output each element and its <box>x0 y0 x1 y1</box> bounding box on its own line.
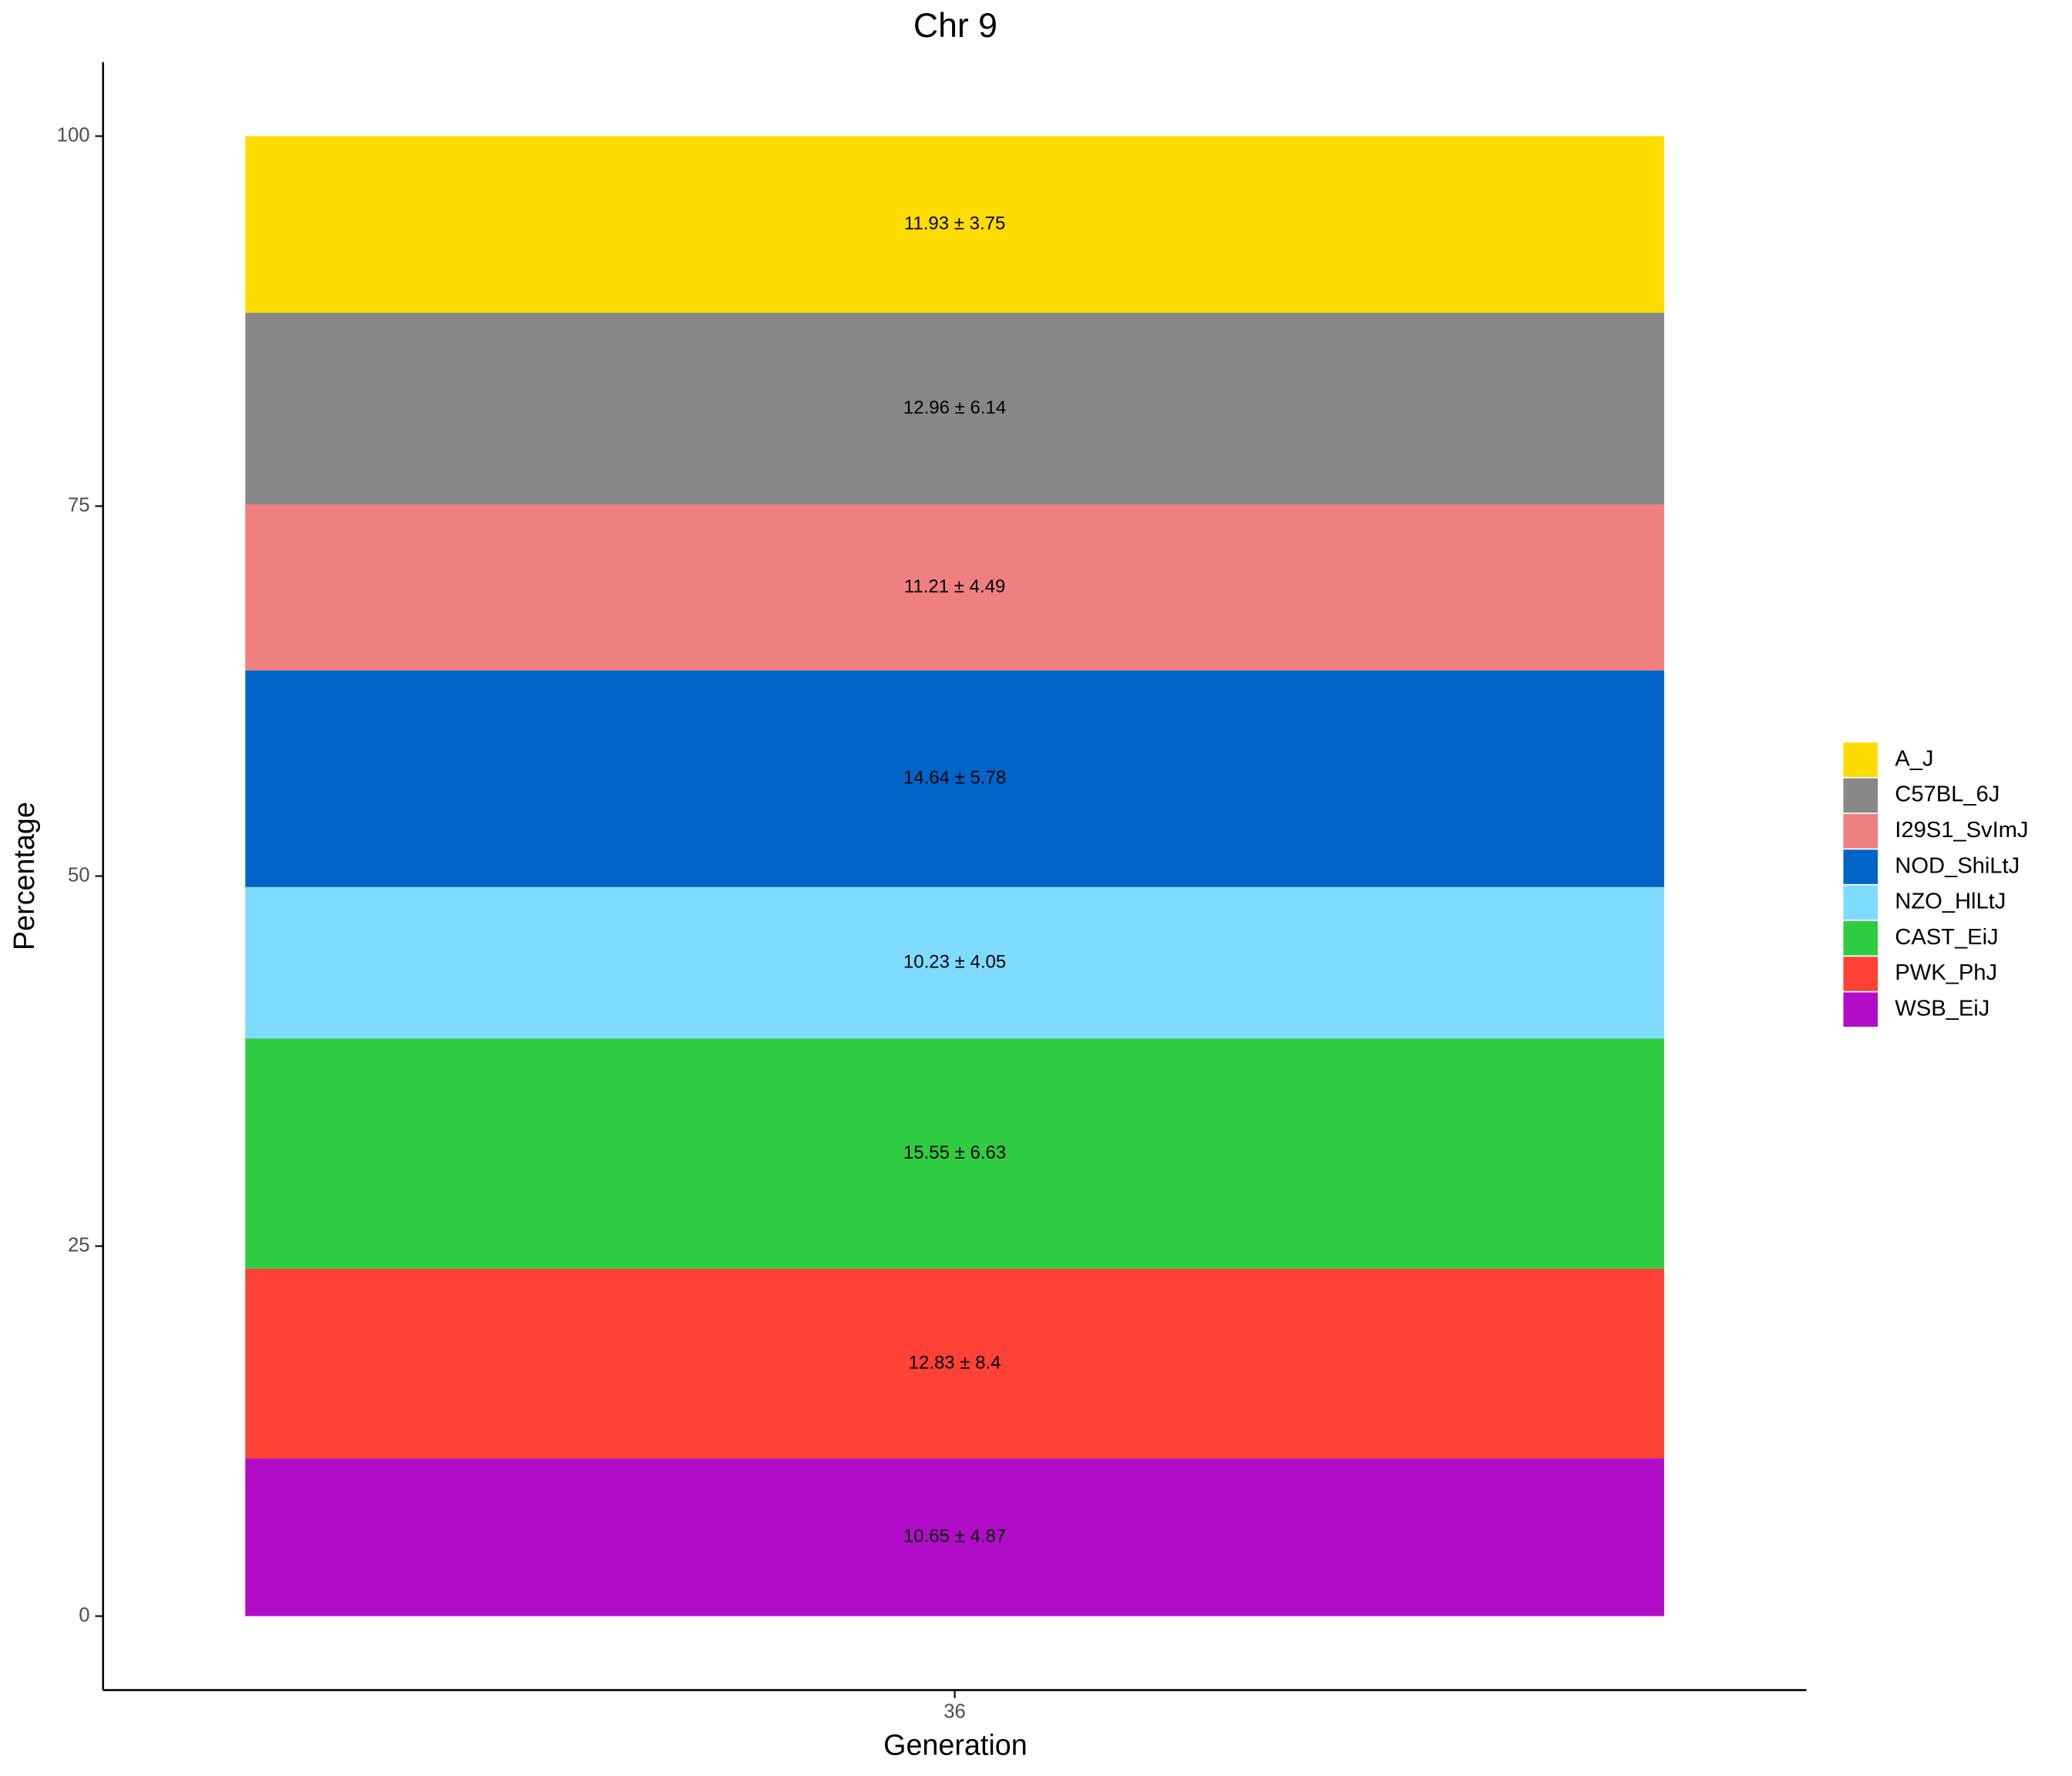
y-tick-label: 0 <box>79 1604 89 1626</box>
y-tick-label: 50 <box>68 864 90 886</box>
legend-swatch <box>1843 920 1878 956</box>
x-tick-label: 36 <box>944 1701 966 1723</box>
data-label: 14.64 ± 5.78 <box>903 768 1006 789</box>
legend-swatch <box>1843 742 1878 777</box>
bar-segment <box>245 504 1664 671</box>
data-label: 10.65 ± 4.87 <box>903 1526 1006 1547</box>
legend-label: WSB_EiJ <box>1895 996 1990 1021</box>
bar-segment <box>245 886 1664 1039</box>
legend-swatch <box>1843 814 1878 849</box>
legend-label: CAST_EiJ <box>1895 925 1998 950</box>
data-label: 12.96 ± 6.14 <box>903 397 1006 418</box>
data-label: 11.93 ± 3.75 <box>904 213 1006 234</box>
bar-segment <box>245 1458 1664 1616</box>
bar-segment <box>245 1038 1664 1269</box>
chart-title: Chr 9 <box>913 7 997 45</box>
data-label: 12.83 ± 8.4 <box>909 1352 1001 1373</box>
data-label: 10.23 ± 4.05 <box>903 951 1006 972</box>
y-tick-label: 25 <box>68 1234 90 1256</box>
bar-segment <box>245 136 1664 313</box>
data-label: 15.55 ± 6.63 <box>903 1142 1006 1163</box>
y-axis-title: Percentage <box>8 802 40 950</box>
legend-swatch <box>1843 849 1878 884</box>
x-axis-title: Generation <box>883 1728 1028 1761</box>
legend-label: NZO_HlLtJ <box>1895 890 2006 914</box>
bar-segment <box>245 1268 1664 1459</box>
legend-label: C57BL_6J <box>1895 782 2000 807</box>
legend-label: NOD_ShiLtJ <box>1895 853 2020 878</box>
y-tick-label: 100 <box>57 124 90 146</box>
bar-segment <box>245 670 1664 887</box>
y-tick-label: 75 <box>68 494 90 516</box>
legend-swatch <box>1843 957 1878 991</box>
bar-segment <box>245 312 1664 505</box>
legend-label: PWK_PhJ <box>1895 960 1997 985</box>
legend-label: I29S1_SvImJ <box>1895 818 2028 843</box>
legend-swatch <box>1843 885 1878 920</box>
legend-label: A_J <box>1895 746 1933 771</box>
legend-swatch <box>1843 778 1878 813</box>
legend-swatch <box>1843 992 1878 1027</box>
data-label: 11.21 ± 4.49 <box>904 576 1006 597</box>
